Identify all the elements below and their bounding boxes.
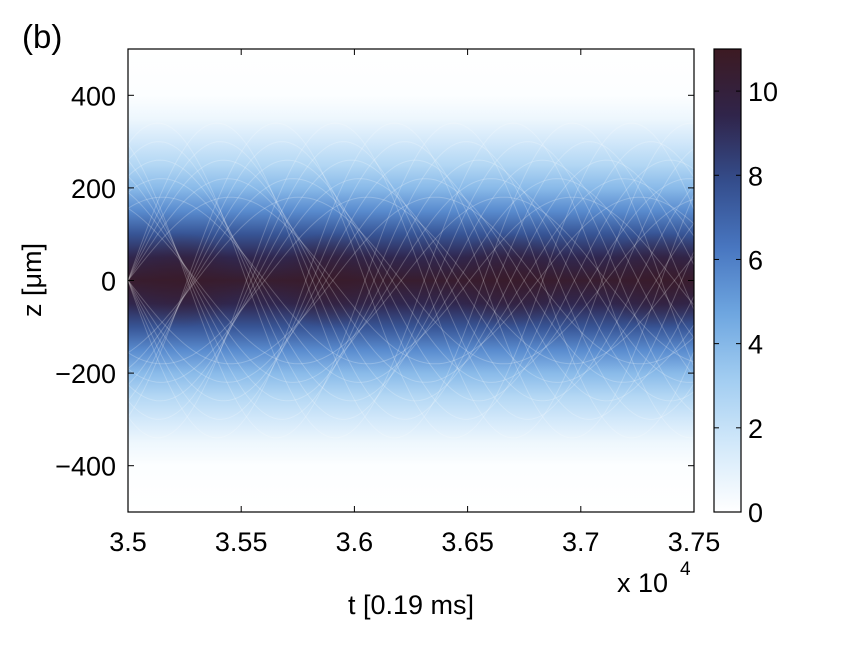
x-multiplier: x 10 4 <box>617 559 691 598</box>
trajectory-line <box>128 122 694 439</box>
y-axis: 400 200 0 −200 −400 <box>55 81 694 482</box>
trajectory-line <box>128 196 694 365</box>
trajectory-line <box>128 141 694 420</box>
x-tick-label: 3.6 <box>336 527 374 557</box>
colorbar: 0 2 4 6 8 10 <box>713 48 778 528</box>
trajectory-line <box>128 178 694 383</box>
trajectory-line <box>128 196 694 365</box>
trajectory-line <box>128 141 694 420</box>
trajectory-line <box>128 122 694 439</box>
y-axis-label: z [μm] <box>17 243 47 317</box>
trajectory-line <box>128 159 694 402</box>
trajectory-line <box>128 159 694 402</box>
density-peak <box>128 232 240 329</box>
colorbar-tick-label: 0 <box>748 498 763 528</box>
trajectory-line <box>128 122 694 439</box>
trajectory-line <box>128 178 694 383</box>
colorbar-frame <box>713 48 742 513</box>
trajectory-line <box>128 178 694 383</box>
colorbar-tick-label: 4 <box>748 330 763 360</box>
trajectory-texture <box>128 122 694 439</box>
trajectory-line <box>128 159 694 402</box>
density-peak <box>446 232 571 329</box>
x-tick-label: 3.5 <box>109 527 147 557</box>
x-multiplier-base: x 10 <box>617 568 668 598</box>
colorbar-ticks: 0 2 4 6 8 10 <box>714 77 778 528</box>
heatmap <box>127 48 695 513</box>
x-tick-label: 3.75 <box>668 527 721 557</box>
trajectory-line <box>128 178 694 383</box>
x-tick-label: 3.7 <box>562 527 600 557</box>
trajectory-line <box>128 141 694 420</box>
colorbar-tick-label: 2 <box>748 414 763 444</box>
trajectory-line <box>128 122 694 439</box>
trajectory-line <box>128 141 694 420</box>
colorbar-tick-label: 8 <box>748 161 763 191</box>
trajectory-line <box>128 178 694 383</box>
trajectory-line <box>128 141 694 420</box>
density-peak <box>598 232 694 329</box>
x-axis: 3.5 3.55 3.6 3.65 3.7 3.75 <box>109 49 720 557</box>
trajectory-line <box>128 196 694 365</box>
trajectory-line <box>128 122 694 439</box>
trajectory-line <box>128 122 694 439</box>
density-peak <box>269 232 394 329</box>
x-tick-label: 3.65 <box>441 527 494 557</box>
y-tick-label: 400 <box>71 81 116 111</box>
x-axis-label: t [0.19 ms] <box>348 590 474 620</box>
y-tick-label: −200 <box>55 359 116 389</box>
trajectory-line <box>128 159 694 402</box>
trajectory-line <box>128 159 694 402</box>
density-peaks <box>128 232 694 329</box>
colorbar-fill <box>714 49 741 512</box>
trajectory-line <box>128 141 694 420</box>
y-tick-label: 0 <box>101 267 116 297</box>
trajectory-line <box>128 196 694 365</box>
y-tick-label: −400 <box>55 452 116 482</box>
trajectory-line <box>128 178 694 383</box>
trajectory-line <box>128 159 694 402</box>
trajectory-line <box>128 196 694 365</box>
trajectory-line <box>128 196 694 365</box>
x-multiplier-exponent: 4 <box>680 559 691 580</box>
panel-label: (b) <box>22 18 62 55</box>
colorbar-tick-label: 6 <box>748 245 763 275</box>
colorbar-tick-label: 10 <box>748 77 778 107</box>
y-tick-label: 200 <box>71 174 116 204</box>
x-tick-label: 3.55 <box>215 527 268 557</box>
